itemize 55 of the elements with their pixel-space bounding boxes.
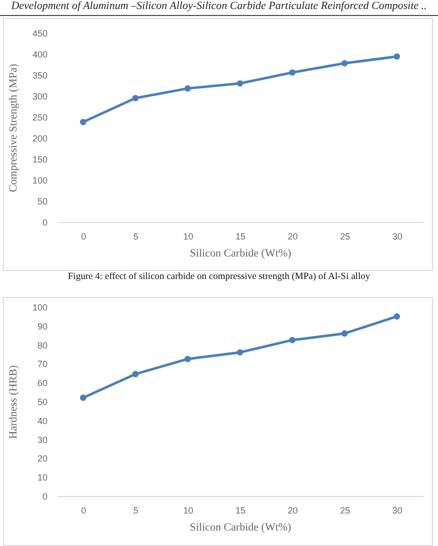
x-tick-label: 0 [81,232,86,242]
y-axis-title: Compressive Strength (MPa) [7,64,20,192]
x-tick-label: 15 [235,506,246,516]
point [289,69,296,76]
x-tick-label: 10 [183,232,194,242]
y-tick-label: 20 [37,454,48,464]
y-tick-label: 60 [37,378,48,388]
y-tick-label: 0 [42,492,48,502]
x-tick-label: 15 [235,232,246,242]
y-tick-label: 200 [32,134,48,144]
y-tick-label: 250 [32,112,48,122]
y-tick-label: 400 [32,50,48,60]
point [132,370,139,378]
x-tick-label: 0 [81,506,86,516]
point [80,394,86,401]
y-tick-label: 450 [32,28,48,38]
y-tick-label: 10 [37,472,48,483]
point [184,356,191,362]
x-tick-label: 25 [340,232,350,242]
x-tick-label: 25 [340,506,350,516]
point [132,94,139,102]
point [394,53,400,60]
point [289,336,296,344]
point [236,80,244,87]
point [80,118,86,126]
x-axis-title: Silicon Carbide (Wt%) [190,248,292,260]
y-tick-label: 50 [37,397,48,407]
point [341,60,348,66]
y-tick-label: 350 [32,70,48,80]
y-tick-label: 40 [37,416,48,426]
y-tick-label: 300 [32,92,48,102]
x-tick-label: 10 [183,506,194,516]
point [394,313,400,320]
point [236,349,244,356]
point [341,330,348,337]
x-axis-title: Silicon Carbide (Wt%) [190,522,292,534]
y-tick-label: 100 [32,176,48,186]
text: Development of Aluminum –Silicon Alloy-Silicon Carbide Particulate Reinforced Composite .. [0,0,438,16]
point [184,85,191,92]
y-tick-label: 0 [42,218,48,228]
x-tick-label: 5 [133,232,138,242]
y-axis-title: Hardness (HRB) [7,364,20,439]
x-tick-label: 30 [392,232,402,242]
x-tick-label: 5 [133,506,138,516]
y-tick-label: 90 [37,321,48,332]
y-tick-label: 30 [37,434,48,445]
y-tick-label: 50 [37,196,48,206]
y-tick-label: 100 [32,302,48,312]
x-tick-label: 20 [288,506,298,516]
x-tick-label: 20 [288,232,298,242]
x-tick-label: 30 [392,506,402,516]
y-tick-label: 70 [37,359,48,370]
y-tick-label: 80 [37,340,48,350]
caption: Figure 4: effect of silicon carbide on compressive strength (MPa) of Al-Si alloy [66,272,372,282]
y-tick-label: 150 [32,154,48,164]
